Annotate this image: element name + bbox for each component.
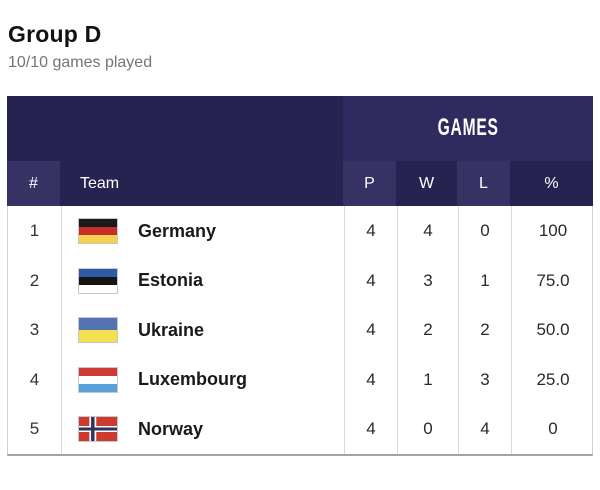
percentage-value: 100 [511,206,594,256]
column-header-wins: W [396,161,457,207]
table-row-norway: 5 Norway 4 0 4 0 [8,404,594,455]
wins-value: 0 [397,404,458,455]
group-header: Group D 10/10 games played [8,21,600,72]
percentage-value: 25.0 [511,355,594,405]
table-row-estonia: 2 Estonia 4 3 1 75.0 [8,255,594,306]
rank-value: 5 [29,419,40,439]
flag-norway-icon [78,416,118,443]
table-column-header-row: # Team P W L % [7,161,593,207]
wins-value: 3 [397,255,458,306]
losses-value: 4 [458,404,511,455]
column-header-played: P [343,161,396,207]
page-title: Group D [8,21,102,47]
column-header-losses: L [457,161,510,207]
losses-value: 2 [458,305,511,356]
played-value: 4 [344,206,397,256]
team-cell: Estonia [61,255,344,306]
table-row-luxembourg: 4 Luxembourg 4 1 3 25.0 [8,355,592,405]
team-name: Germany [138,220,217,241]
percentage-value: 75.0 [511,255,594,306]
rank-value: 2 [29,270,40,290]
team-name: Luxembourg [138,369,248,390]
percentage-value: 0 [511,404,594,455]
flag-ukraine-icon [78,317,118,344]
rank-value: 4 [29,369,40,389]
table-group-header-row: GAMES [7,96,593,162]
played-value: 4 [344,355,397,405]
losses-value: 3 [458,355,511,405]
wins-value: 1 [397,355,458,405]
team-cell: Germany [61,206,344,256]
table-body: 1 Germany 4 4 0 100 2 Estonia 4 3 1 [7,206,594,457]
played-value: 4 [344,255,397,306]
column-header-percentage: % [510,161,593,207]
group-header-spacer [7,96,343,162]
flag-luxembourg-icon [78,366,118,393]
flag-estonia-icon [78,267,118,294]
flag-germany-icon [78,218,118,245]
losses-value: 0 [458,206,511,256]
wins-value: 2 [397,305,458,356]
standings-table: GAMES # Team P W L % 1 Germany 4 4 0 100 [7,96,594,457]
standings-page: Group D 10/10 games played GAMES # Team … [0,21,600,457]
team-cell: Ukraine [61,305,344,356]
games-group-header: GAMES [343,96,593,162]
wins-value: 4 [397,206,458,256]
team-cell: Norway [61,404,344,455]
games-played-subtitle: 10/10 games played [8,54,153,72]
table-row-germany: 1 Germany 4 4 0 100 [8,206,592,256]
played-value: 4 [344,305,397,356]
team-name: Ukraine [138,319,205,340]
column-header-team: Team [60,161,343,207]
losses-value: 1 [458,255,511,306]
rank-value: 3 [29,320,40,340]
rank-value: 1 [29,221,40,241]
team-cell: Luxembourg [61,355,344,405]
table-row-ukraine: 3 Ukraine 4 2 2 50.0 [8,305,594,356]
team-name: Norway [138,418,204,439]
percentage-value: 50.0 [511,305,594,356]
games-group-label: GAMES [437,114,499,142]
column-header-rank: # [7,161,60,207]
played-value: 4 [344,404,397,455]
team-name: Estonia [138,270,204,291]
